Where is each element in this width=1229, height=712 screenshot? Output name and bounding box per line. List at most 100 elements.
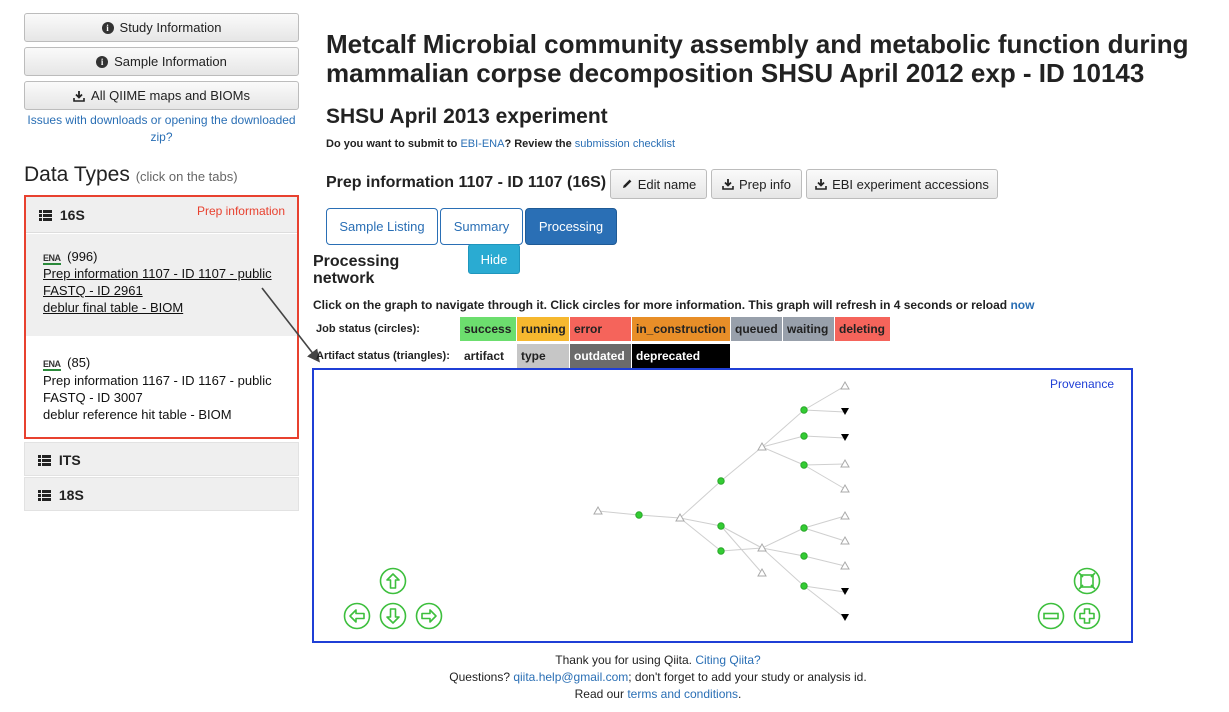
data-types-heading: Data Types (click on the tabs) [24,163,238,187]
biom-link[interactable]: deblur reference hit table - BIOM [43,407,232,422]
network-canvas[interactable] [314,370,1131,641]
list-icon [39,210,52,221]
footer-line-1: Thank you for using Qiita. Citing Qiita? [313,652,1003,669]
arrow-right-icon[interactable] [414,601,444,631]
ebi-ena-link[interactable]: EBI-ENA [460,138,505,150]
status-deleting-chip: deleting [835,317,890,341]
prep-link[interactable]: Prep information 1167 - ID 1167 - public [43,373,272,388]
qiime-maps-label: All QIIME maps and BIOMs [91,88,250,103]
artifact-status-legend: Artifact status (triangles): [316,344,450,368]
footer-line-2: Questions? qiita.help@gmail.com; don't f… [313,669,1003,686]
arrow-left-icon[interactable] [342,601,372,631]
prep-item-1167[interactable]: ENA (85) Prep information 1167 - ID 1167… [26,336,297,437]
tab-summary[interactable]: Summary [440,208,523,245]
ebi-accessions-label: EBI experiment accessions [832,176,989,192]
page-footer: Thank you for using Qiita. Citing Qiita?… [313,652,1003,703]
study-information-label: Study Information [119,20,222,35]
qiime-maps-download-button[interactable]: All QIIME maps and BIOMs [24,81,299,110]
prep-link[interactable]: Prep information 1107 - ID 1107 - public [43,266,272,281]
arrow-down-icon[interactable] [378,601,408,631]
footer-period: . [738,687,742,701]
fastq-link[interactable]: FASTQ - ID 3007 [43,390,143,405]
help-email-link[interactable]: qiita.help@gmail.com [513,670,629,684]
status-running-chip: running [517,317,569,341]
artifact-type-chip: type [517,344,569,368]
status-in-construction-chip: in_construction [632,317,730,341]
ena-icon: ENA [43,359,61,371]
status-queued-chip: queued [731,317,782,341]
zoom-in-icon[interactable] [1072,601,1102,631]
fastq-link[interactable]: FASTQ - ID 2961 [43,283,143,298]
ebi-accessions-button[interactable]: EBI experiment accessions [806,169,998,199]
download-icon [815,179,827,190]
info-icon: i [101,21,114,34]
prep-sample-count: (85) [67,355,91,370]
processing-network-graph[interactable]: Provenance [312,368,1133,643]
arrow-up-icon[interactable] [378,566,408,596]
page-title: Metcalf Microbial community assembly and… [326,29,1189,88]
download-issues-link[interactable]: Issues with downloads or opening the dow… [27,113,296,144]
prep-title: Prep information 1107 - ID 1107 (16S) [326,174,607,191]
datatype-label: 16S [59,207,85,223]
datatype-label: 18S [58,487,84,503]
data-types-title: Data Types [24,163,130,186]
datatype-tab-18s[interactable]: 18S [24,477,299,511]
artifact-triangles[interactable] [593,380,850,621]
artifact-deprecated-chip: deprecated [632,344,730,368]
hide-button[interactable]: Hide [468,244,520,274]
prep-info-button[interactable]: Prep info [711,169,802,199]
tab-sample-listing[interactable]: Sample Listing [326,208,438,245]
artifact-artifact-chip: artifact [460,344,516,368]
study-subtitle: SHSU April 2013 experiment [326,105,608,128]
edit-name-button[interactable]: Edit name [610,169,707,199]
biom-link[interactable]: deblur final table - BIOM [43,300,184,315]
fit-icon[interactable] [1072,566,1102,596]
reload-now-link[interactable]: now [1010,298,1035,312]
status-error-chip: error [570,317,631,341]
datatype-label: ITS [58,452,81,468]
download-icon [722,179,734,190]
status-success-chip: success [460,317,516,341]
graph-note-text: Click on the graph to navigate through i… [313,298,1011,312]
network-edges [597,385,846,619]
ena-icon: ENA [43,253,61,265]
list-icon [38,455,51,466]
processing-network-label: Processing network [313,253,423,287]
job-circles[interactable] [635,406,808,590]
processing-network-text: Processing network [313,253,400,287]
list-icon [38,490,51,501]
prep-item-1107[interactable]: ENA (996) Prep information 1107 - ID 110… [26,234,297,336]
data-types-hint: (click on the tabs) [135,169,238,184]
status-waiting-chip: waiting [783,317,834,341]
prep-info-label: Prep info [738,176,792,192]
footer-questions-suffix: ; don't forget to add your study or anal… [628,670,867,684]
footer-thanks: Thank you for using Qiita. [555,653,696,667]
footer-line-3: Read our terms and conditions. [313,686,1003,703]
citing-qiita-link[interactable]: Citing Qiita? [695,653,761,667]
submission-checklist-link[interactable]: submission checklist [574,138,676,150]
zoom-out-icon[interactable] [1036,601,1066,631]
artifact-outdated-chip: outdated [570,344,631,368]
provenance-label: Provenance [1049,377,1114,391]
submit-line: Do you want to submit to EBI-ENA? Review… [326,138,675,150]
prep-information-badge: Prep information [196,204,285,218]
terms-link[interactable]: terms and conditions [627,687,739,701]
submit-prefix: Do you want to submit to [326,138,461,150]
info-icon: i [96,55,109,68]
graph-instructions: Click on the graph to navigate through i… [313,298,1034,312]
datatype-tab-16s[interactable]: 16S Prep information [26,197,297,233]
download-icon [73,90,85,102]
datatype-tab-its[interactable]: ITS [24,442,299,476]
submit-mid: ? Review the [504,138,575,150]
sample-information-label: Sample Information [114,54,227,69]
sample-information-button[interactable]: i Sample Information [24,47,299,76]
study-information-button[interactable]: i Study Information [24,13,299,42]
job-status-label: Job status (circles): [316,323,420,335]
prep-sample-count: (996) [67,249,98,264]
artifact-status-label: Artifact status (triangles): [316,350,450,362]
job-status-legend: Job status (circles): [316,317,420,341]
pencil-icon [622,179,632,188]
tab-processing[interactable]: Processing [525,208,617,245]
footer-read: Read our [574,687,628,701]
edit-name-label: Edit name [637,176,697,192]
